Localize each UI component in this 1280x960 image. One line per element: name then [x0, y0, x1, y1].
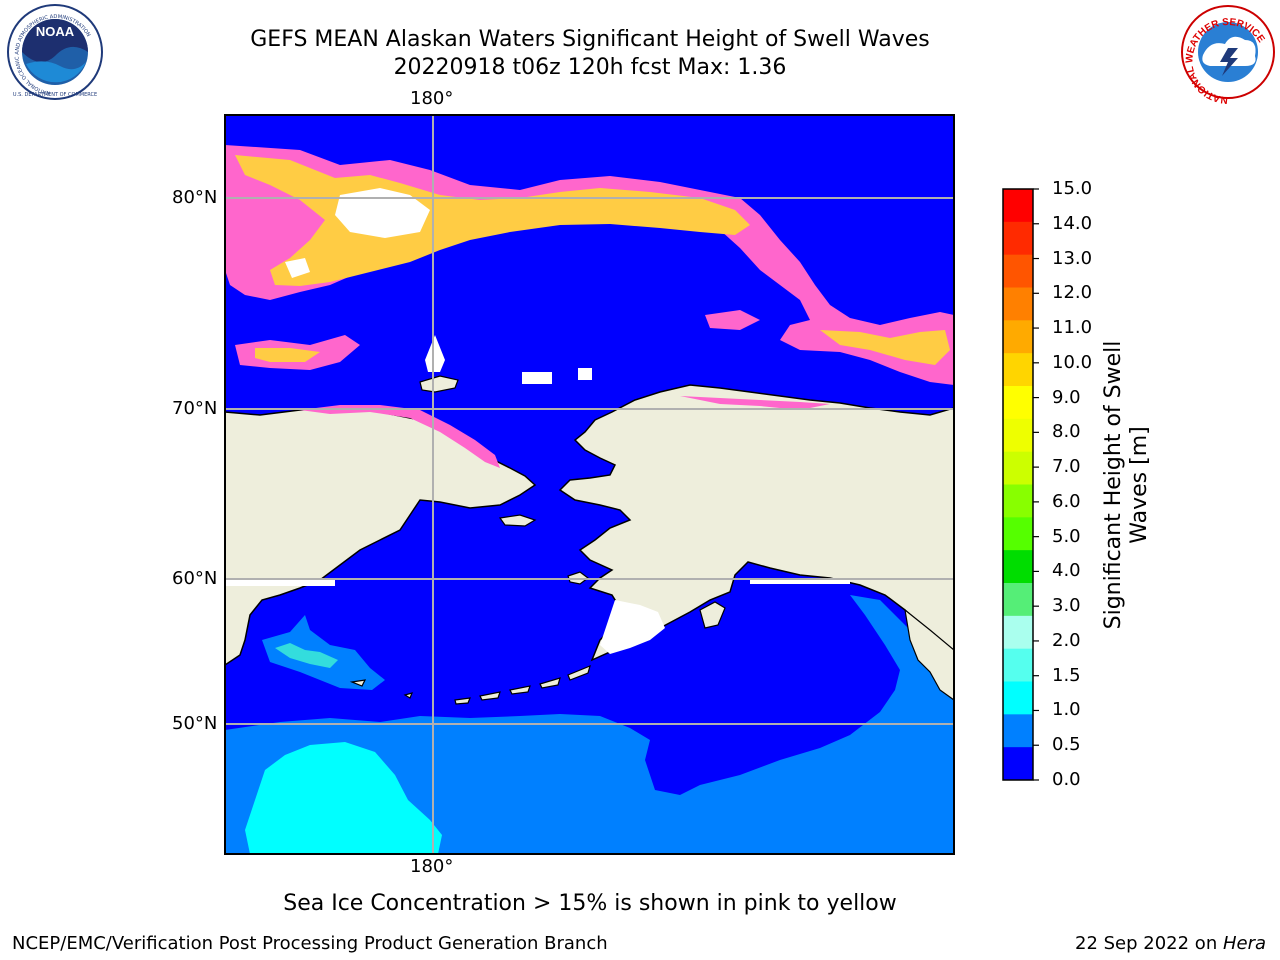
colorbar-swatch [1003, 287, 1033, 321]
colorbar-tick-label: 15.0 [1052, 178, 1093, 199]
lat-label: 50°N [172, 713, 218, 734]
colorbar-swatch [1003, 418, 1033, 453]
colorbar-title-line1: Significant Height of Swell [1101, 340, 1126, 630]
swell-patch-west-core [275, 643, 338, 668]
footer-date: 22 Sep 2022 on Hera [1075, 933, 1266, 955]
colorbar-tick-label: 9.0 [1052, 386, 1081, 408]
sea-ice-west-tongue-core [255, 348, 320, 362]
chart-title: GEFS MEAN Alaskan Waters Significant Hei… [250, 27, 930, 52]
sea-ice-beaufort-pink [680, 396, 830, 410]
swell-patch-gulf [920, 730, 954, 765]
colorbar-swatch [1003, 517, 1033, 551]
gridlines [225, 115, 954, 854]
noaa-wordmark: NOAA [36, 24, 75, 39]
lon-label-top: 180° [410, 88, 454, 109]
sea-ice-white-patch [335, 188, 430, 238]
island-kodiak [699, 601, 726, 629]
colorbar-swatch [1003, 747, 1033, 781]
lat-label: 70°N [172, 398, 218, 419]
colorbar-swatch [1003, 714, 1033, 748]
swell-band-1.0-1.5 [245, 742, 442, 854]
colorbar-tick-label: 6.0 [1052, 490, 1081, 512]
nodata-patches [425, 335, 592, 384]
colorbar-tick-label: 14.0 [1052, 212, 1093, 234]
sea-ice-coast-pink [300, 405, 500, 468]
colorbar-swatch [1003, 648, 1033, 682]
swell-patch-west [262, 615, 385, 690]
colorbar-swatch [1003, 615, 1033, 650]
colorbar-tick-label: 0.0 [1052, 769, 1081, 790]
colorbar-tick-label: 12.0 [1052, 282, 1093, 304]
chart-subtitle: 20220918 t06z 120h fcst Max: 1.36 [393, 55, 787, 80]
colorbar-swatch [1003, 320, 1033, 354]
nodata-strip-east [750, 578, 850, 584]
sea-ice-note: Sea Ice Concentration > 15% is shown in … [283, 891, 897, 916]
sea-ice-patch-small [705, 310, 760, 330]
island-st-lawrence [498, 514, 537, 527]
nodata-strip [225, 578, 335, 586]
colorbar-swatch [1003, 583, 1033, 617]
colorbar-tick-label: 11.0 [1052, 317, 1093, 339]
colorbar-swatch [1003, 189, 1033, 223]
colorbar-tick-label: 1.0 [1052, 699, 1081, 721]
colorbar-title-line2: Waves [m] [1127, 426, 1152, 544]
map-panel [224, 114, 955, 855]
land-alaska [558, 384, 954, 662]
colorbar-swatch [1003, 451, 1033, 485]
footer-credit: NCEP/EMC/Verification Post Processing Pr… [12, 933, 608, 954]
sea-ice-yellow-core [235, 155, 750, 286]
lat-label: 60°N [172, 568, 218, 589]
map-frame [224, 114, 955, 855]
nws-logo: NATIONAL WEATHER SERVICE [1181, 5, 1275, 105]
colorbar-tick-label: 3.0 [1052, 595, 1081, 617]
colorbar-swatch [1003, 221, 1033, 256]
land-panhandle [904, 608, 954, 701]
noaa-logo: NOAA NATIONAL OCEANIC AND ATMOSPHERIC AD… [7, 4, 103, 100]
colorbar-tick-label: 0.5 [1052, 734, 1081, 756]
colorbar-tick-label: 7.0 [1052, 456, 1081, 478]
colorbar-tick-label: 4.0 [1052, 560, 1081, 582]
lat-label: 80°N [172, 187, 218, 208]
colorbar-swatch [1003, 484, 1033, 518]
sea-ice-white-patch-2 [285, 258, 310, 278]
colorbar-frame [1002, 188, 1034, 781]
colorbar-swatch [1003, 254, 1033, 288]
aleutian-islands [349, 664, 591, 705]
lon-label-bottom: 180° [410, 856, 454, 877]
colorbar-tick-label: 10.0 [1052, 351, 1093, 373]
colorbar-swatch [1003, 353, 1033, 387]
colorbar-tick-label: 8.0 [1052, 421, 1081, 443]
footer-machine: Hera [1222, 933, 1266, 954]
colorbar-tick-label: 13.0 [1052, 247, 1093, 269]
colorbar-swatch [1003, 550, 1033, 584]
footer-date-text: 22 Sep 2022 on [1075, 933, 1223, 954]
nodata-bristol [600, 600, 665, 654]
colorbar-tick-label: 1.5 [1052, 664, 1081, 686]
noaa-ring-bottom: U.S. DEPARTMENT OF COMMERCE [13, 92, 97, 98]
island-wrangel [419, 375, 459, 393]
colorbar-swatch [1003, 386, 1033, 420]
colorbar [1002, 188, 1039, 781]
colorbar-tick-label: 5.0 [1052, 525, 1081, 547]
sea-ice-yellow-east [820, 330, 950, 365]
colorbar-swatch [1003, 681, 1033, 715]
colorbar-tick-label: 2.0 [1052, 629, 1081, 651]
